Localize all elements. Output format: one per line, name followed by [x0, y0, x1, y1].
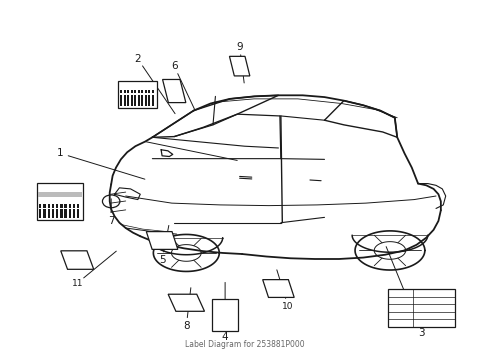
Bar — [39, 209, 41, 217]
Bar — [134, 90, 136, 93]
Bar — [148, 95, 150, 106]
Bar — [43, 209, 45, 217]
Text: 4: 4 — [222, 332, 228, 342]
Bar — [120, 90, 122, 93]
Bar — [130, 90, 132, 93]
Polygon shape — [162, 80, 185, 103]
Bar — [37, 183, 83, 220]
Polygon shape — [146, 231, 178, 249]
Text: 2: 2 — [134, 54, 141, 64]
Bar — [386, 289, 454, 327]
Text: 11: 11 — [71, 279, 83, 288]
Bar — [138, 95, 140, 106]
Text: 1: 1 — [57, 148, 63, 158]
Polygon shape — [229, 57, 249, 76]
Text: 10: 10 — [282, 302, 293, 311]
Text: 7: 7 — [108, 216, 114, 226]
Bar — [38, 192, 82, 197]
Bar — [52, 204, 54, 208]
Bar — [73, 204, 75, 208]
Bar — [120, 95, 122, 106]
Text: 9: 9 — [236, 41, 243, 51]
Bar — [118, 81, 157, 108]
Bar — [130, 95, 132, 106]
Bar — [73, 209, 75, 217]
Text: 5: 5 — [159, 255, 165, 265]
Bar — [127, 90, 129, 93]
Bar — [152, 90, 154, 93]
Bar — [56, 204, 58, 208]
Bar — [64, 204, 67, 208]
Bar — [77, 204, 79, 208]
Text: Label Diagram for 253881P000: Label Diagram for 253881P000 — [184, 340, 304, 349]
Bar — [141, 95, 143, 106]
Bar — [123, 95, 125, 106]
Bar — [39, 204, 41, 208]
Polygon shape — [168, 294, 204, 311]
Bar — [68, 209, 71, 217]
Bar — [77, 209, 79, 217]
Bar — [144, 95, 146, 106]
Bar — [43, 204, 45, 208]
Polygon shape — [61, 251, 94, 269]
Text: 8: 8 — [183, 321, 189, 331]
Text: 6: 6 — [170, 61, 177, 71]
Bar — [152, 95, 154, 106]
Bar — [134, 95, 136, 106]
Bar — [60, 204, 62, 208]
Bar — [211, 299, 238, 331]
Bar — [47, 209, 50, 217]
Bar — [148, 90, 150, 93]
Bar — [64, 209, 67, 217]
Bar — [138, 90, 140, 93]
Bar — [68, 204, 71, 208]
Text: 3: 3 — [417, 328, 424, 338]
Bar — [127, 95, 129, 106]
Bar — [47, 204, 50, 208]
Polygon shape — [262, 280, 294, 297]
Bar — [144, 90, 146, 93]
Bar — [56, 209, 58, 217]
Bar — [60, 209, 62, 217]
Bar — [141, 90, 143, 93]
Bar — [123, 90, 125, 93]
Bar — [52, 209, 54, 217]
